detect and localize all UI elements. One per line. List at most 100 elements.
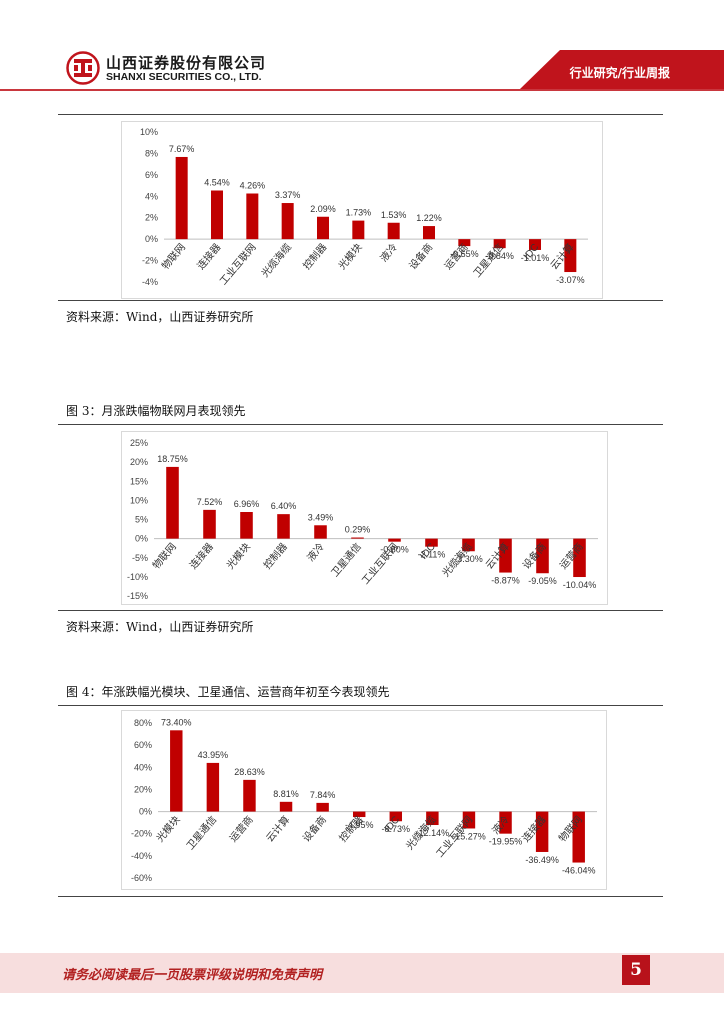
bar xyxy=(206,762,220,812)
bar xyxy=(499,538,512,573)
bar xyxy=(170,730,183,812)
data-label: -3.07% xyxy=(556,275,585,285)
y-tick-label: 6% xyxy=(145,170,158,180)
category-label: 物联网 xyxy=(159,241,188,272)
bar xyxy=(389,811,403,822)
bar xyxy=(166,466,179,539)
data-label: 0.29% xyxy=(345,525,371,535)
bar xyxy=(564,239,577,273)
data-label: 4.26% xyxy=(240,181,266,191)
source-note: 资料来源：Wind，山西证券研究所 xyxy=(66,620,254,634)
chart-box: -60% -40% -20% 0% 20% 40% 60% 80% 73.40% 光模块 43.95… xyxy=(121,710,607,890)
y-tick-label: 0% xyxy=(139,807,152,817)
bar xyxy=(425,538,438,547)
company-name-en: SHANXI SECURITIES CO., LTD. xyxy=(106,71,262,83)
figure-3-title: 图 3：月涨跌幅物联网月表现领先 xyxy=(66,404,246,418)
bar xyxy=(352,811,366,818)
y-tick-label: -5% xyxy=(132,553,148,563)
company-name-cn: 山西证券股份有限公司 xyxy=(106,54,267,72)
bar xyxy=(528,239,542,250)
data-label: -1.01% xyxy=(521,253,550,263)
y-tick-label: 4% xyxy=(145,191,158,201)
bar xyxy=(462,811,476,829)
y-tick-label: 0% xyxy=(145,234,158,244)
data-label: 3.37% xyxy=(275,190,301,200)
header-underline xyxy=(0,89,724,91)
category-label: 物联网 xyxy=(150,540,179,571)
y-tick-label: 8% xyxy=(145,148,158,158)
data-label: -19.95% xyxy=(489,837,523,847)
y-tick-label: -4% xyxy=(142,277,158,287)
category-label: 连接器 xyxy=(187,540,216,571)
bar xyxy=(573,538,586,578)
section-rule xyxy=(58,610,663,611)
bar xyxy=(426,811,439,826)
bar xyxy=(316,802,329,812)
disclaimer-text: 请务必阅读最后一页股票评级说明和免责声明 xyxy=(62,968,323,983)
y-tick-label: 15% xyxy=(130,476,148,486)
bar xyxy=(210,190,224,240)
data-label: 1.22% xyxy=(416,213,442,223)
category-label: 控制器 xyxy=(300,241,329,272)
bar xyxy=(203,509,216,539)
data-label: -46.04% xyxy=(562,866,596,876)
bar xyxy=(458,239,471,247)
category-label: 设备商 xyxy=(300,813,329,844)
category-label: 液冷 xyxy=(377,241,400,265)
y-tick-label: 80% xyxy=(134,718,152,728)
ytd-change-chart: -60% -40% -20% 0% 20% 40% 60% 80% 73.40% 光模块 43.95… xyxy=(131,717,597,883)
weekly-change-chart: -4% -2% 0% 2% 4% 6% 8% 10% 7.67% 物联网 4.54% 连接器 4.26%… xyxy=(140,127,588,287)
data-label: -10.04% xyxy=(563,580,597,590)
figure-4-title: 图 4：年涨跌幅光模块、卫星通信、运营商年初至今表现领先 xyxy=(66,685,390,699)
data-label: -0.80% xyxy=(380,545,409,555)
y-tick-label: 10% xyxy=(140,127,158,137)
data-label: 1.73% xyxy=(346,208,372,218)
chart-box: -4% -2% 0% 2% 4% 6% 8% 10% 7.67% 物联网 4.54% 连接器 4.26%… xyxy=(121,121,603,299)
category-label: 控制器 xyxy=(261,540,290,571)
data-label: -36.49% xyxy=(525,855,559,865)
section-rule xyxy=(58,896,663,897)
data-label: 6.96% xyxy=(234,499,260,509)
header-banner xyxy=(0,50,724,91)
data-label: 2.09% xyxy=(310,204,336,214)
bar xyxy=(246,193,259,240)
data-label: -3.30% xyxy=(454,554,483,564)
bar xyxy=(352,220,365,240)
y-tick-label: 2% xyxy=(145,213,158,223)
bar xyxy=(572,811,585,863)
monthly-change-chart: -15% -10% -5% 0% 5% 10% 15% 20% 25% 18.75% 物联网 7.52… xyxy=(127,438,598,601)
bar xyxy=(277,514,290,539)
category-label: 工业互联网 xyxy=(217,241,258,287)
category-label: 光模块 xyxy=(153,813,182,844)
y-tick-label: 5% xyxy=(135,515,148,525)
y-tick-label: 0% xyxy=(135,534,148,544)
section-rule xyxy=(58,424,663,425)
y-tick-label: 10% xyxy=(130,495,148,505)
data-label: -8.87% xyxy=(491,576,520,586)
data-label: 1.53% xyxy=(381,210,407,220)
bar xyxy=(422,226,436,240)
bar xyxy=(243,779,256,812)
bar xyxy=(462,538,475,552)
data-label: 7.52% xyxy=(197,497,223,507)
y-tick-label: -2% xyxy=(142,256,158,266)
y-tick-label: -40% xyxy=(131,851,152,861)
header-red-band xyxy=(520,50,724,89)
y-tick-label: 60% xyxy=(134,740,152,750)
y-tick-label: 20% xyxy=(134,784,152,794)
data-label: 4.54% xyxy=(204,178,230,188)
bar xyxy=(499,811,512,834)
chart-box: -15% -10% -5% 0% 5% 10% 15% 20% 25% 18.75% 物联网 7.52… xyxy=(121,431,608,605)
data-label: 43.95% xyxy=(198,750,229,760)
y-tick-label: -10% xyxy=(127,572,148,582)
data-label: -8.73% xyxy=(382,824,411,834)
data-label: -2.11% xyxy=(418,550,446,560)
category-label: 液冷 xyxy=(304,540,327,564)
bar xyxy=(351,537,364,539)
source-note: 资料来源：Wind，山西证券研究所 xyxy=(66,310,254,324)
data-label: 3.49% xyxy=(308,512,334,522)
data-label: 7.84% xyxy=(310,790,336,800)
bar xyxy=(279,801,293,812)
y-tick-label: 20% xyxy=(130,457,148,467)
page-number: 5 xyxy=(622,955,650,985)
